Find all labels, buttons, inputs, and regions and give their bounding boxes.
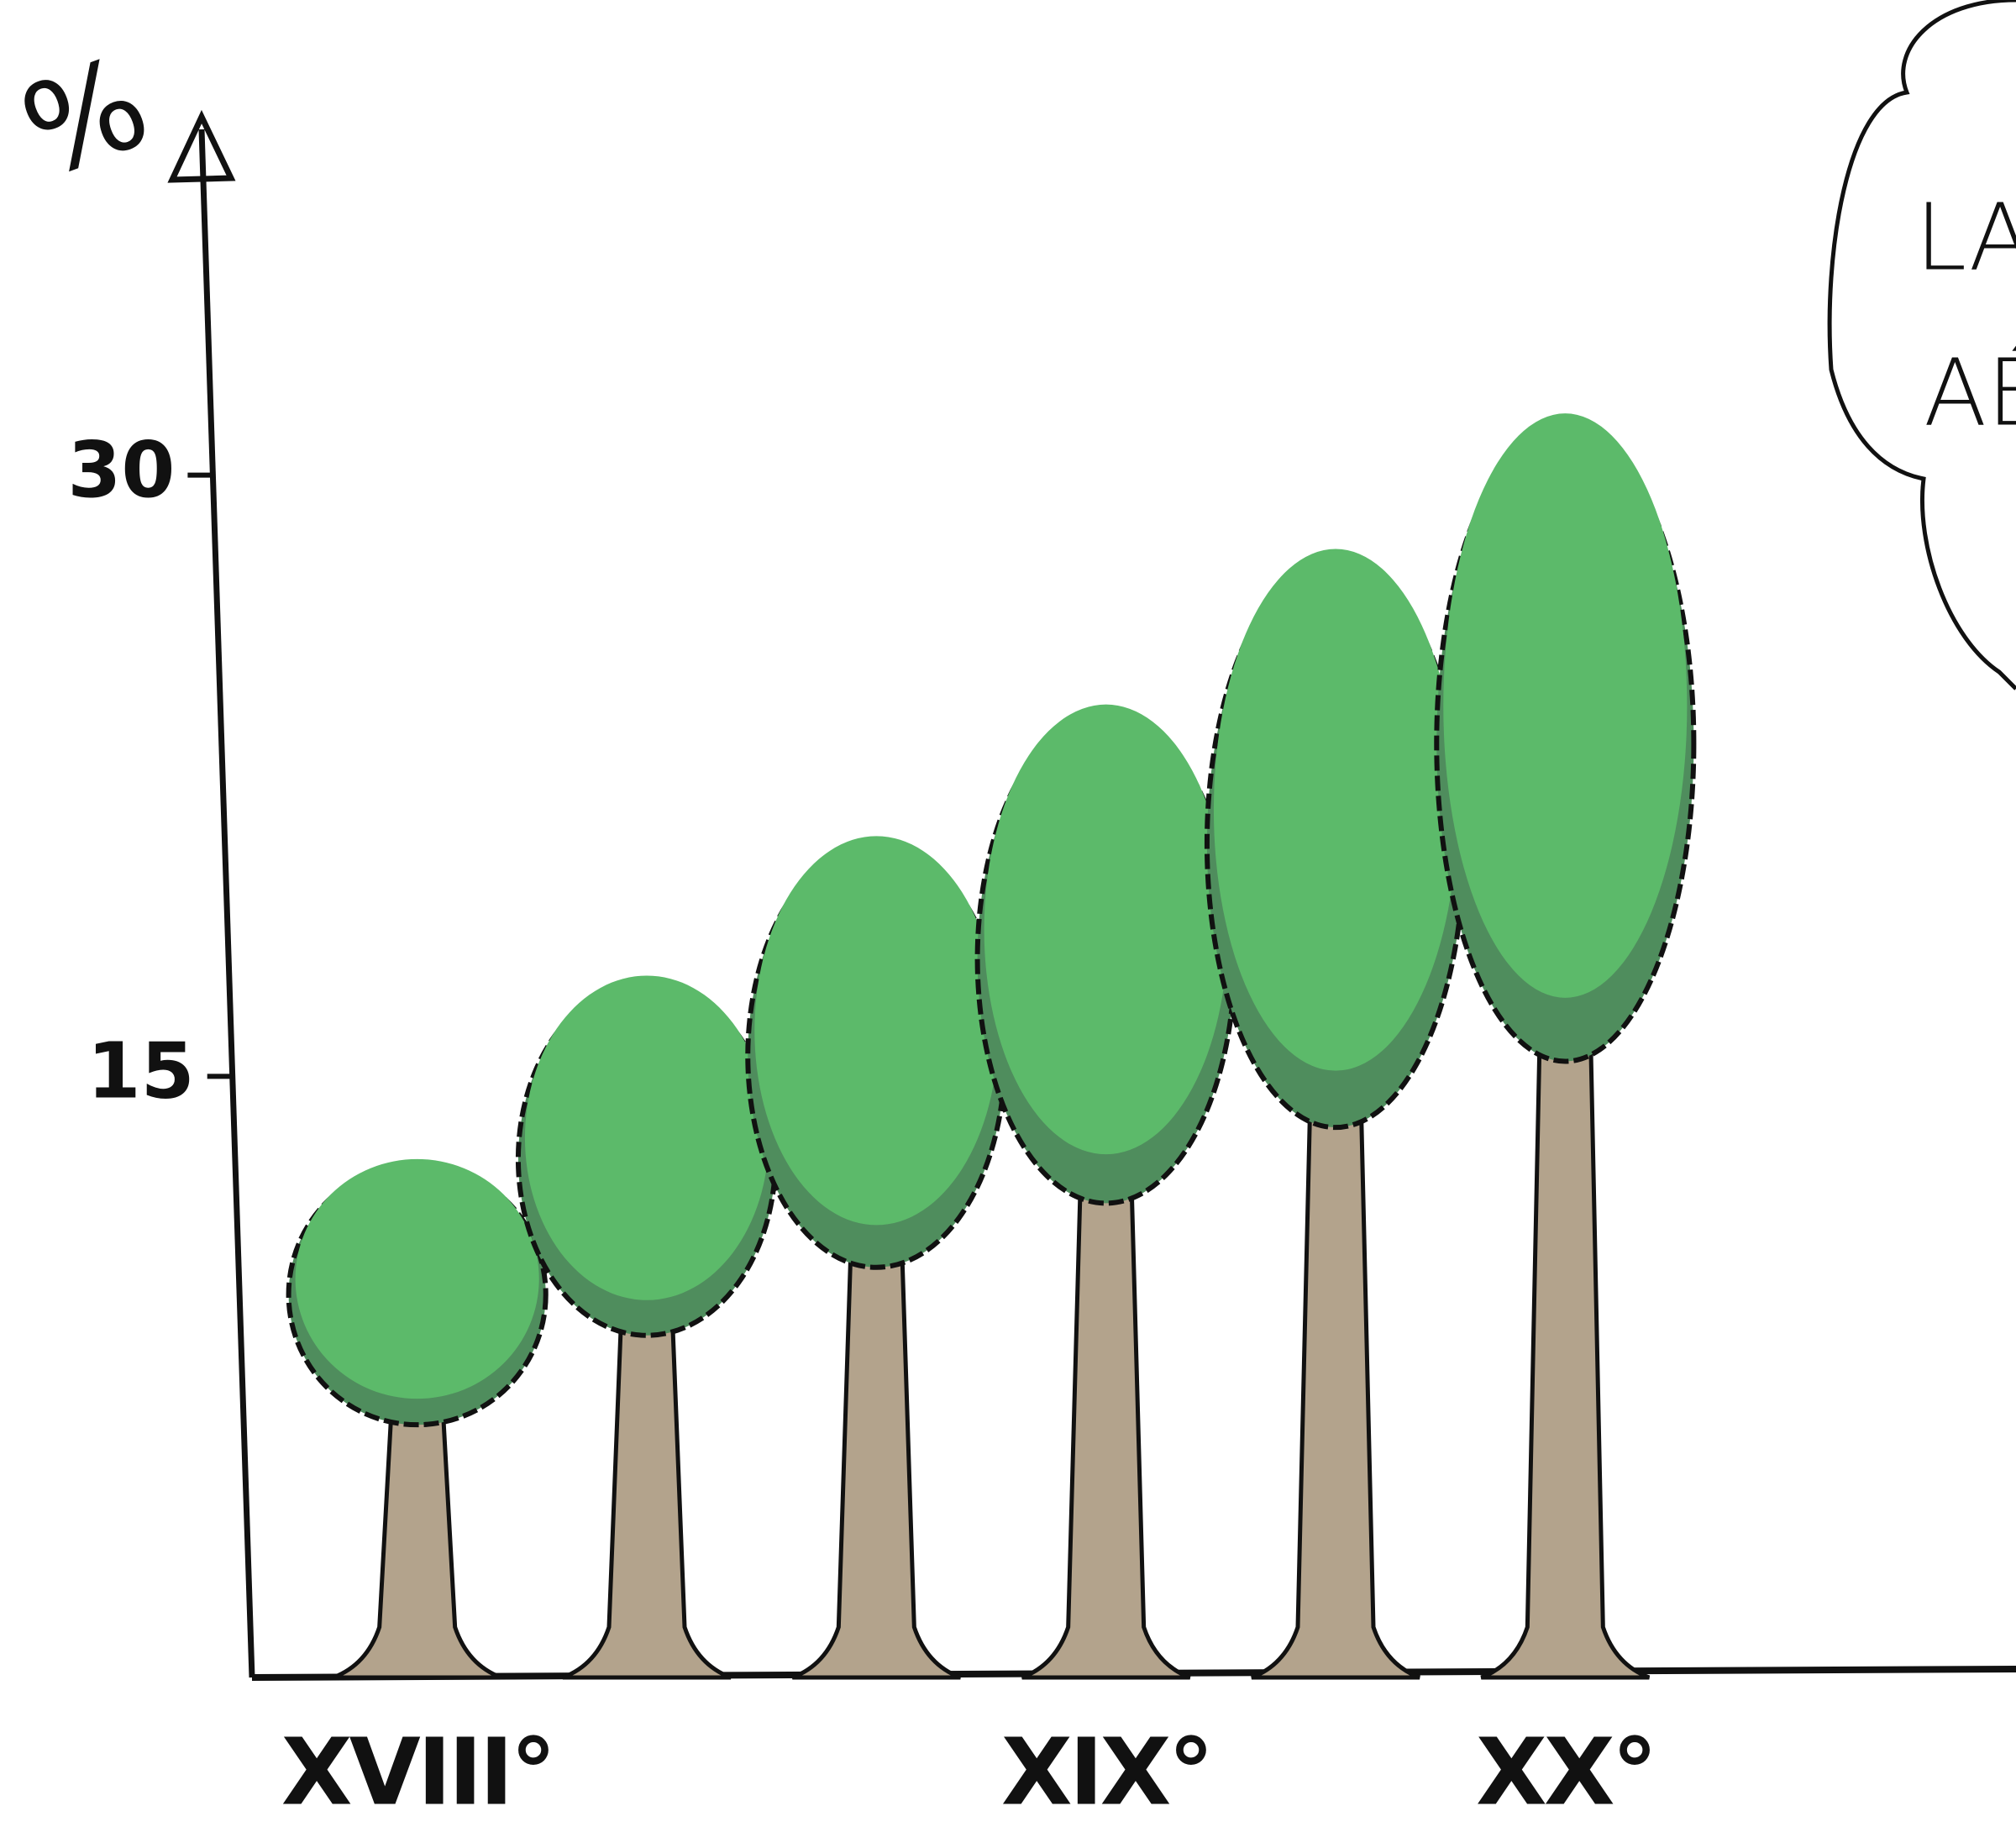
- x-tick-label: XVIII°: [281, 1718, 554, 1825]
- tree-crown: [754, 836, 998, 1225]
- tree-trunk: [563, 1308, 731, 1677]
- tree-crown: [525, 975, 769, 1299]
- bubble-text: AÉ: [1924, 338, 2016, 446]
- tree-crown: [1443, 413, 1687, 998]
- x-tick-label: XIX°: [1001, 1718, 1211, 1825]
- tree: [289, 1159, 546, 1677]
- tree-trunk: [1481, 1026, 1649, 1677]
- tree: [1436, 413, 1693, 1677]
- tree: [748, 836, 1005, 1677]
- chart: LA AÉ % 15 30 XVIII° XIX° XX°: [0, 0, 2016, 1827]
- tree-crown: [984, 705, 1228, 1155]
- bubble-text: LA: [1915, 183, 2016, 291]
- tree: [518, 975, 775, 1677]
- y-tick-label: 15: [87, 1026, 195, 1116]
- tree-trunk: [1252, 1094, 1420, 1677]
- tree: [978, 705, 1235, 1677]
- tree: [1207, 549, 1464, 1677]
- x-tick-label: XX°: [1476, 1718, 1655, 1825]
- tree-crown: [1214, 549, 1457, 1071]
- y-axis-label: %: [4, 29, 166, 207]
- tree-trunk: [792, 1238, 960, 1677]
- y-axis: [202, 129, 252, 1677]
- y-tick-label: 30: [67, 425, 175, 515]
- tree-crown: [296, 1159, 539, 1399]
- tree-trunk: [333, 1400, 501, 1677]
- page: {"chart_data": {"type": "tree-bar", "y_l…: [0, 0, 2016, 1827]
- tree-trunk: [1022, 1172, 1190, 1677]
